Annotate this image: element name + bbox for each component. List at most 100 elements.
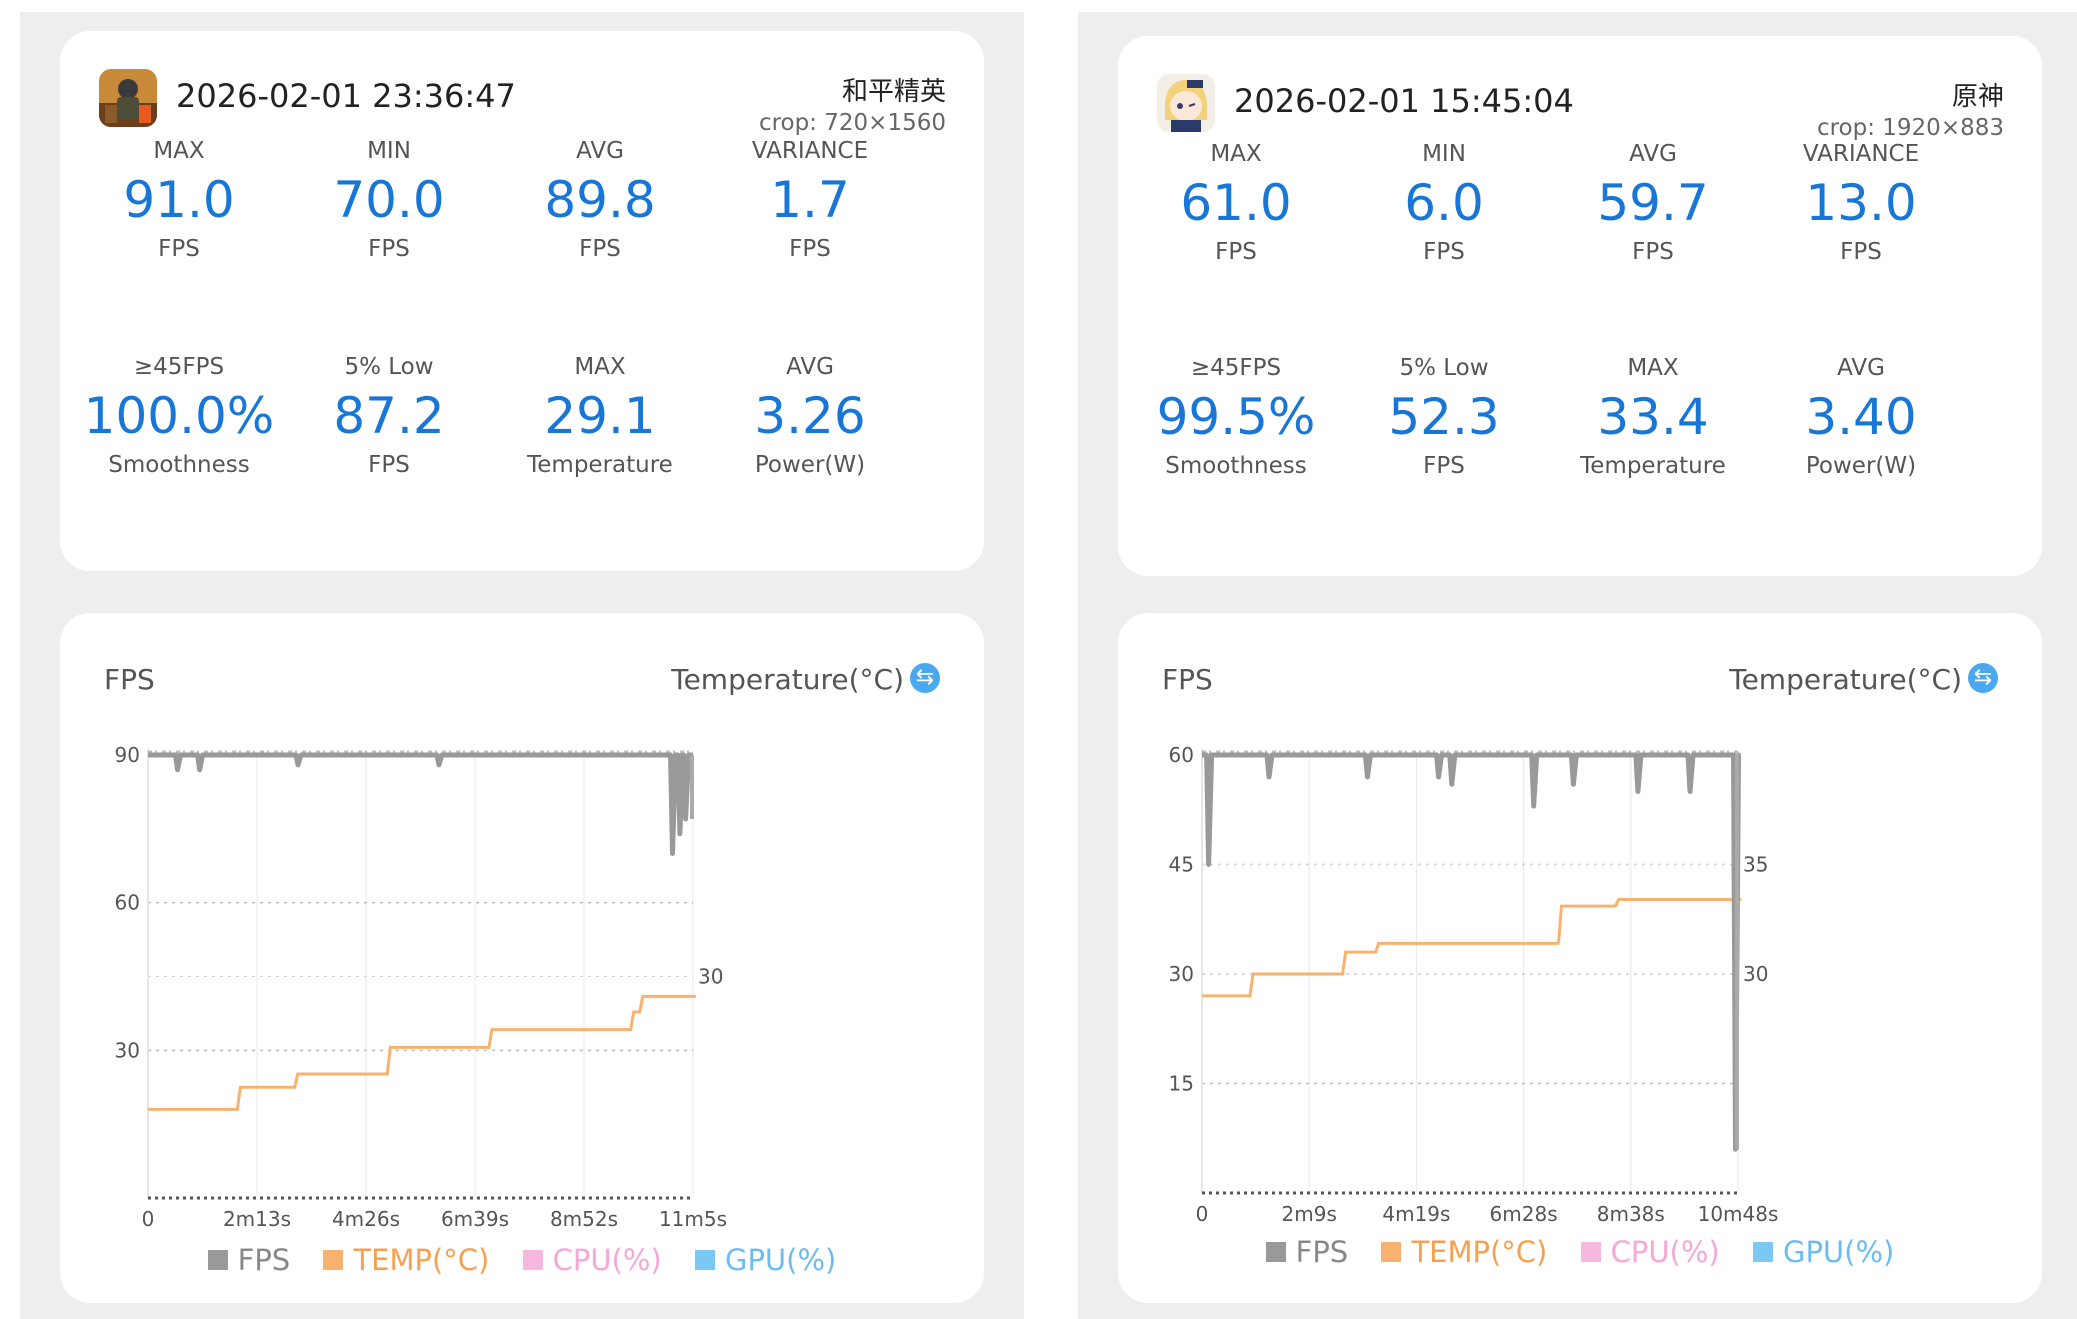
x-tick-label: 0 <box>1196 1202 1209 1226</box>
y-tick-label: 90 <box>115 743 140 767</box>
stat-label: 5% Low <box>1399 355 1489 381</box>
chart-title: FPS <box>104 663 155 696</box>
chart-legend: FPS TEMP(°C) CPU(%) GPU(%) <box>1118 1235 2042 1269</box>
x-tick-label: 2m13s <box>223 1207 291 1231</box>
temperature-axis-title[interactable]: Temperature(°C) <box>1729 663 1962 696</box>
fps-chart: 0 2m13s 4m26s 6m39s 8m52s 11m5s 90 60 30 30 <box>115 743 727 1231</box>
stat-value: 87.2 <box>333 387 445 445</box>
stat-unit: Power(W) <box>754 452 866 478</box>
crop-resolution: crop: 1920×883 <box>1816 115 2004 141</box>
swap-icon[interactable]: ⇆ <box>1968 663 1998 693</box>
x-tick-label: 4m19s <box>1382 1202 1450 1226</box>
stat-label: MIN <box>367 138 411 164</box>
stat-unit: FPS <box>1215 239 1257 265</box>
stat-unit: FPS <box>368 452 410 478</box>
stat-avg-power: AVG 3.26 Power(W) <box>705 351 915 481</box>
session-date: 2026-02-01 23:36:47 <box>176 77 516 115</box>
chart-legend: FPS TEMP(°C) CPU(%) GPU(%) <box>60 1243 984 1277</box>
stat-unit: FPS <box>1423 453 1465 479</box>
legend-label: FPS <box>237 1243 291 1277</box>
fps-series-line <box>148 752 693 856</box>
stat-smoothness: ≥45FPS 99.5% Smoothness <box>1131 352 1341 482</box>
stat-label: AVG <box>1629 141 1677 167</box>
stat-avg-fps: AVG 89.8 FPS <box>495 135 705 265</box>
stat-unit: FPS <box>789 236 831 262</box>
legend-cpu[interactable]: CPU(%) <box>1580 1235 1720 1269</box>
legend-temp[interactable]: TEMP(°C) <box>1381 1235 1547 1269</box>
chart-card: FPS Temperature(°C) ⇆ 0 2m13s 4m26s 6m39s 8m… <box>60 613 984 1303</box>
stat-label: MAX <box>574 354 626 380</box>
stat-variance: VARIANCE 13.0 FPS <box>1756 138 1966 268</box>
stat-unit: Smoothness <box>108 452 250 478</box>
stat-label: AVG <box>786 354 834 380</box>
x-tick-label: 6m28s <box>1490 1202 1558 1226</box>
legend-label: FPS <box>1295 1235 1349 1269</box>
stat-unit: FPS <box>579 236 621 262</box>
y-tick-label: 30 <box>1169 962 1194 986</box>
chart-title: FPS <box>1162 663 1213 696</box>
legend-gpu[interactable]: GPU(%) <box>694 1243 836 1277</box>
legend-cpu[interactable]: CPU(%) <box>522 1243 662 1277</box>
game-icon <box>99 69 157 127</box>
x-tick-label: 8m38s <box>1597 1202 1665 1226</box>
stat-label: ≥45FPS <box>133 354 225 380</box>
swap-icon[interactable]: ⇆ <box>910 663 940 693</box>
stat-min-fps: MIN 70.0 FPS <box>284 135 494 265</box>
stat-max-temperature: MAX 33.4 Temperature <box>1548 352 1758 482</box>
fps-series-line <box>1202 752 1742 1152</box>
stat-value: 89.8 <box>544 171 656 229</box>
stat-label: ≥45FPS <box>1190 355 1282 381</box>
stat-unit: FPS <box>158 236 200 262</box>
y-tick-label: 30 <box>115 1038 140 1062</box>
crop-resolution: crop: 720×1560 <box>758 110 946 136</box>
stat-variance: VARIANCE 1.7 FPS <box>705 135 915 265</box>
stat-label: MAX <box>1627 355 1679 381</box>
temperature-axis-title[interactable]: Temperature(°C) <box>671 663 904 696</box>
temp-tick-label: 30 <box>1743 962 1768 986</box>
x-tick-label: 4m26s <box>332 1207 400 1231</box>
stat-max-fps: MAX 61.0 FPS <box>1131 138 1341 268</box>
stat-value: 52.3 <box>1388 388 1500 446</box>
legend-label: CPU(%) <box>552 1243 662 1277</box>
summary-card: 2026-02-01 15:45:04 原神 crop: 1920×883 MA… <box>1118 36 2042 576</box>
stat-value: 3.40 <box>1805 388 1917 446</box>
legend-fps[interactable]: FPS <box>1265 1235 1349 1269</box>
stat-value: 33.4 <box>1597 388 1709 446</box>
stat-value: 13.0 <box>1805 174 1917 232</box>
y-tick-label: 15 <box>1169 1072 1194 1096</box>
stat-5pct-low: 5% Low 52.3 FPS <box>1339 352 1549 482</box>
y-tick-label: 45 <box>1169 853 1194 877</box>
y-tick-label: 60 <box>115 891 140 915</box>
stat-label: VARIANCE <box>1802 141 1920 167</box>
y-tick-label: 60 <box>1169 743 1194 767</box>
legend-temp[interactable]: TEMP(°C) <box>323 1243 489 1277</box>
x-tick-label: 11m5s <box>659 1207 727 1231</box>
legend-label: CPU(%) <box>1610 1235 1720 1269</box>
summary-card: 2026-02-01 23:36:47 和平精英 crop: 720×1560 … <box>60 31 984 571</box>
x-tick-label: 6m39s <box>441 1207 509 1231</box>
stat-value: 29.1 <box>544 387 656 445</box>
stat-unit: Temperature <box>1580 453 1726 479</box>
legend-fps[interactable]: FPS <box>207 1243 291 1277</box>
stat-label: MAX <box>153 138 205 164</box>
stat-value: 61.0 <box>1180 174 1292 232</box>
stat-label: AVG <box>1837 355 1885 381</box>
stat-min-fps: MIN 6.0 FPS <box>1339 138 1549 268</box>
stat-unit: FPS <box>1632 239 1674 265</box>
stat-value: 70.0 <box>333 171 445 229</box>
stat-max-temperature: MAX 29.1 Temperature <box>495 351 705 481</box>
legend-label: TEMP(°C) <box>353 1243 490 1277</box>
stat-unit: FPS <box>1423 239 1465 265</box>
session-date: 2026-02-01 15:45:04 <box>1234 82 1574 120</box>
stat-5pct-low: 5% Low 87.2 FPS <box>284 351 494 481</box>
x-tick-label: 2m9s <box>1282 1202 1337 1226</box>
stat-smoothness: ≥45FPS 100.0% Smoothness <box>74 351 284 481</box>
x-tick-label: 10m48s <box>1698 1202 1779 1226</box>
legend-gpu[interactable]: GPU(%) <box>1752 1235 1894 1269</box>
stat-value: 1.7 <box>770 171 850 229</box>
stat-label: 5% Low <box>344 354 434 380</box>
temperature-series-line <box>148 994 696 1111</box>
stat-value: 100.0% <box>83 387 275 445</box>
fps-chart: 0 2m9s 4m19s 6m28s 8m38s 10m48s 60 45 30 15 35 30 <box>1169 743 1779 1226</box>
stat-value: 91.0 <box>123 171 235 229</box>
